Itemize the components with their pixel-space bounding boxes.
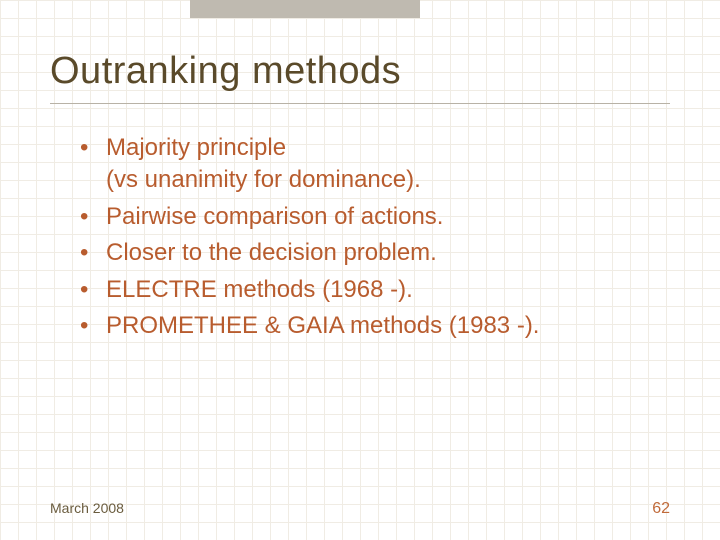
slide: Outranking methods Majority principle (v… [0,0,720,540]
footer-date: March 2008 [50,500,124,516]
bullet-item: ELECTRE methods (1968 -). [80,274,670,306]
slide-title: Outranking methods [50,50,670,93]
bullet-item: PROMETHEE & GAIA methods (1983 -). [80,310,670,342]
bullet-text: ELECTRE methods (1968 -). [106,276,413,303]
page-number: 62 [652,500,670,518]
bullet-item: Pairwise comparison of actions. [80,201,670,233]
bullet-item: Majority principle (vs unanimity for dom… [80,132,670,197]
bullet-subtext: (vs unanimity for dominance). [106,164,670,196]
bullet-text: Closer to the decision problem. [106,239,437,266]
bullet-text: Majority principle [106,134,286,161]
bullet-text: PROMETHEE & GAIA methods (1983 -). [106,312,539,339]
footer: March 2008 62 [50,500,670,518]
bullet-text: Pairwise comparison of actions. [106,203,443,230]
bullet-item: Closer to the decision problem. [80,237,670,269]
bullet-list: Majority principle (vs unanimity for dom… [80,132,670,342]
title-rule [50,103,670,104]
